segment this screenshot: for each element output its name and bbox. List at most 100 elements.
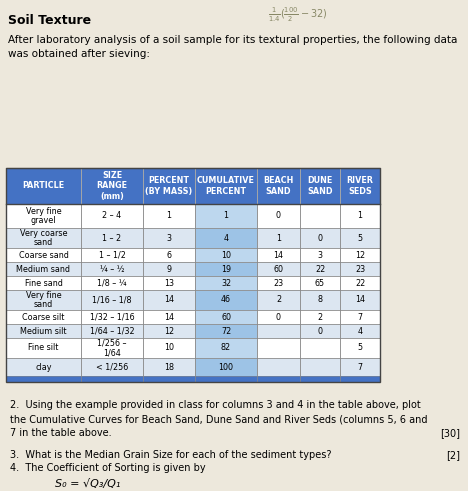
Bar: [300, 168, 340, 204]
Bar: [257, 276, 300, 290]
Text: 14: 14: [273, 250, 284, 260]
Bar: [6, 262, 81, 276]
Bar: [143, 168, 195, 204]
Bar: [195, 324, 257, 338]
Bar: [81, 290, 143, 310]
Bar: [257, 248, 300, 262]
Text: 1/256 –
1/64: 1/256 – 1/64: [97, 339, 127, 357]
Bar: [195, 204, 257, 228]
Text: 1 – 1/2: 1 – 1/2: [99, 250, 125, 260]
Text: 4.  The Coefficient of Sorting is given by: 4. The Coefficient of Sorting is given b…: [10, 463, 205, 473]
Bar: [257, 290, 300, 310]
Text: 22: 22: [315, 265, 325, 273]
Bar: [340, 262, 380, 276]
Bar: [195, 262, 257, 276]
Bar: [143, 248, 195, 262]
Bar: [340, 358, 380, 376]
Bar: [340, 204, 380, 228]
Bar: [340, 228, 380, 248]
Bar: [340, 290, 380, 310]
Text: [30]: [30]: [440, 428, 460, 438]
Text: 1: 1: [224, 212, 228, 220]
Text: 60: 60: [273, 265, 284, 273]
Bar: [6, 290, 81, 310]
Text: 72: 72: [221, 327, 231, 335]
Bar: [6, 248, 81, 262]
Bar: [195, 358, 257, 376]
Text: PARTICLE: PARTICLE: [22, 182, 65, 191]
Text: Soil Texture: Soil Texture: [8, 14, 91, 27]
Text: 3: 3: [167, 234, 171, 243]
Bar: [6, 324, 81, 338]
Bar: [6, 168, 380, 382]
Text: 82: 82: [221, 344, 231, 353]
Bar: [195, 228, 257, 248]
Text: 1/32 – 1/16: 1/32 – 1/16: [90, 312, 134, 322]
Bar: [6, 310, 81, 324]
Text: 0: 0: [317, 234, 322, 243]
Text: 18: 18: [164, 362, 174, 372]
Text: clay: clay: [35, 362, 52, 372]
Bar: [143, 324, 195, 338]
Text: 13: 13: [164, 278, 174, 288]
Bar: [257, 168, 300, 204]
Text: 4: 4: [224, 234, 228, 243]
Bar: [143, 338, 195, 358]
Text: PERCENT
(BY MASS): PERCENT (BY MASS): [146, 176, 193, 196]
Bar: [340, 324, 380, 338]
Bar: [6, 228, 81, 248]
Bar: [195, 276, 257, 290]
Bar: [6, 168, 81, 204]
Bar: [257, 228, 300, 248]
Text: 1: 1: [167, 212, 171, 220]
Bar: [6, 376, 380, 382]
Text: 22: 22: [355, 278, 365, 288]
Text: 1 – 2: 1 – 2: [102, 234, 122, 243]
Bar: [300, 204, 340, 228]
Text: Medium sand: Medium sand: [16, 265, 71, 273]
Bar: [257, 310, 300, 324]
Text: 65: 65: [315, 278, 325, 288]
Text: 10: 10: [221, 250, 231, 260]
Bar: [81, 358, 143, 376]
Text: 23: 23: [355, 265, 365, 273]
Text: CUMULATIVE
PERCENT: CUMULATIVE PERCENT: [197, 176, 255, 196]
Bar: [6, 276, 81, 290]
Text: 2.  Using the example provided in class for columns 3 and 4 in the table above, : 2. Using the example provided in class f…: [10, 400, 427, 438]
Bar: [300, 290, 340, 310]
Text: 2 – 4: 2 – 4: [102, 212, 122, 220]
Bar: [300, 358, 340, 376]
Bar: [340, 310, 380, 324]
Bar: [6, 204, 81, 228]
Bar: [340, 276, 380, 290]
Bar: [81, 168, 143, 204]
Text: 1: 1: [276, 234, 281, 243]
Bar: [143, 228, 195, 248]
Text: 3.  What is the Median Grain Size for each of the sediment types?: 3. What is the Median Grain Size for eac…: [10, 450, 331, 460]
Text: 14: 14: [355, 296, 365, 304]
Bar: [340, 248, 380, 262]
Text: After laboratory analysis of a soil sample for its textural properties, the foll: After laboratory analysis of a soil samp…: [8, 35, 457, 59]
Bar: [143, 262, 195, 276]
Bar: [6, 358, 81, 376]
Text: Very fine
sand: Very fine sand: [26, 291, 61, 309]
Text: 0: 0: [317, 327, 322, 335]
Text: 100: 100: [219, 362, 234, 372]
Bar: [81, 276, 143, 290]
Text: 6: 6: [167, 250, 171, 260]
Bar: [81, 228, 143, 248]
Text: DUNE
SAND: DUNE SAND: [307, 176, 333, 196]
Bar: [300, 228, 340, 248]
Text: Medium silt: Medium silt: [20, 327, 67, 335]
Text: RIVER
SEDS: RIVER SEDS: [347, 176, 373, 196]
Bar: [300, 324, 340, 338]
Text: ¼ – ½: ¼ – ½: [100, 265, 124, 273]
Bar: [81, 204, 143, 228]
Text: 14: 14: [164, 296, 174, 304]
Bar: [6, 338, 81, 358]
Text: SIZE
RANGE
(mm): SIZE RANGE (mm): [96, 171, 127, 201]
Text: 23: 23: [273, 278, 284, 288]
Bar: [143, 204, 195, 228]
Text: 9: 9: [167, 265, 172, 273]
Bar: [81, 310, 143, 324]
